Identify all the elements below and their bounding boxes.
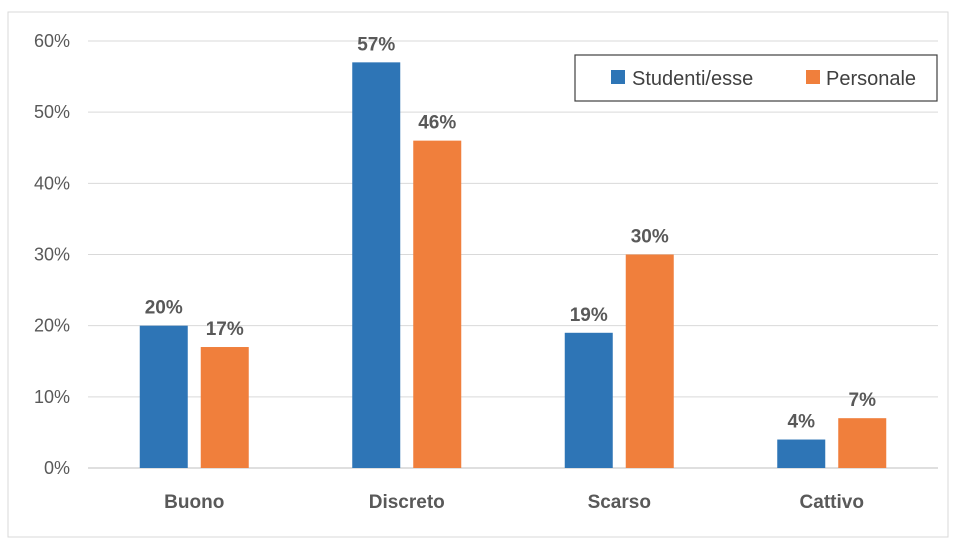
bar-buono-personale <box>200 347 249 468</box>
data-labels: 20% 17% 57% 46% 19% 30% 4% 7% <box>145 34 876 432</box>
bar-cattivo-personale <box>838 418 887 468</box>
legend-label-personale: Personale <box>826 68 916 90</box>
legend-swatch-studenti <box>611 70 625 84</box>
y-tick-label: 30% <box>34 245 70 265</box>
data-label: 7% <box>849 390 877 411</box>
category-label-scarso: Scarso <box>588 492 651 513</box>
y-tick-label: 40% <box>34 173 70 193</box>
bar-scarso-personale <box>625 254 674 468</box>
bar-discreto-personale <box>413 140 462 468</box>
y-tick-label: 50% <box>34 102 70 122</box>
category-label-cattivo: Cattivo <box>800 492 864 513</box>
y-tick-label: 20% <box>34 316 70 336</box>
y-tick-label: 60% <box>34 31 70 51</box>
bar-buono-studenti <box>139 325 188 468</box>
category-label-buono: Buono <box>164 492 224 513</box>
category-label-discreto: Discreto <box>369 492 445 513</box>
data-label: 20% <box>145 298 183 319</box>
legend-swatch-personale <box>806 70 820 84</box>
y-tick-label: 0% <box>44 458 70 478</box>
chart-frame <box>7 11 949 538</box>
bar-cattivo-studenti <box>777 439 826 468</box>
bar-scarso-studenti <box>564 332 613 468</box>
bar-discreto-studenti <box>352 62 401 468</box>
y-axis-tick-labels: 0% 10% 20% 30% 40% 50% 60% <box>34 31 70 478</box>
data-label: 19% <box>570 305 608 326</box>
legend: Studenti/esse Personale <box>574 54 938 102</box>
y-tick-label: 10% <box>34 387 70 407</box>
data-label: 4% <box>788 412 816 433</box>
bars <box>139 62 887 468</box>
legend-box <box>574 54 938 102</box>
data-label: 30% <box>631 227 669 248</box>
data-label: 57% <box>357 34 395 55</box>
data-label: 46% <box>418 113 456 134</box>
data-label: 17% <box>206 319 244 340</box>
legend-label-studenti: Studenti/esse <box>632 68 753 90</box>
category-labels: Buono Discreto Scarso Cattivo <box>164 492 864 513</box>
